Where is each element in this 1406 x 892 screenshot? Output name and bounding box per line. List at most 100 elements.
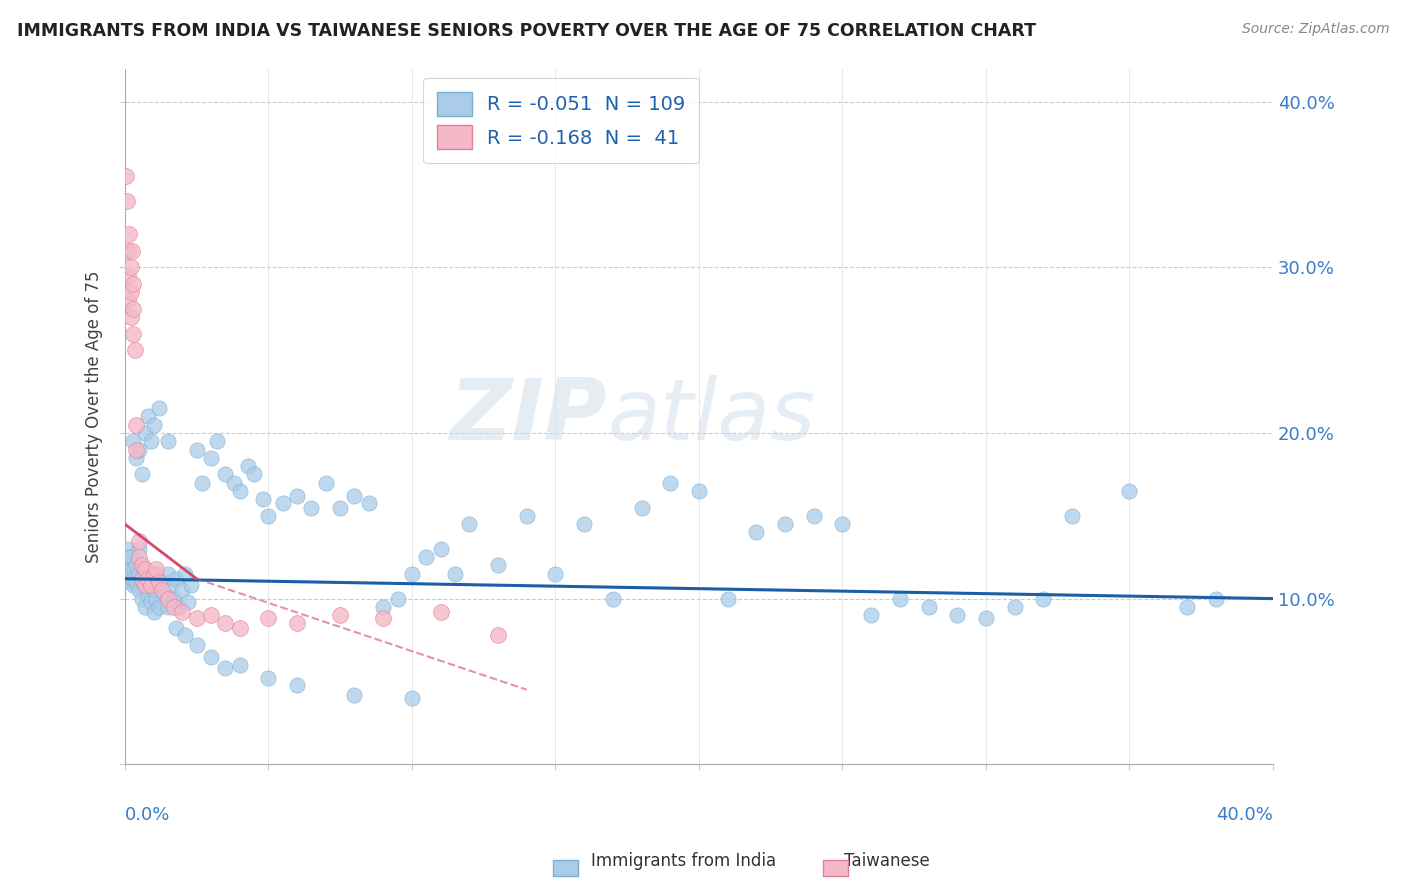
Point xyxy=(659,475,682,490)
Point xyxy=(122,578,145,592)
Point xyxy=(122,572,145,586)
Point xyxy=(145,562,167,576)
Text: Taiwanese: Taiwanese xyxy=(844,852,929,870)
Point xyxy=(118,227,141,242)
Point xyxy=(122,562,145,576)
Point xyxy=(1062,508,1084,523)
Point xyxy=(128,533,150,548)
Point xyxy=(257,611,280,625)
Point xyxy=(122,326,145,341)
Point xyxy=(917,599,939,614)
Point xyxy=(131,591,153,606)
Point xyxy=(228,657,250,672)
Point xyxy=(172,583,194,598)
Point xyxy=(486,628,509,642)
Point xyxy=(860,608,883,623)
Point xyxy=(134,599,156,614)
Text: IMMIGRANTS FROM INDIA VS TAIWANESE SENIORS POVERTY OVER THE AGE OF 75 CORRELATIO: IMMIGRANTS FROM INDIA VS TAIWANESE SENIO… xyxy=(17,22,1036,40)
Point xyxy=(252,492,274,507)
Point xyxy=(205,434,228,449)
Point xyxy=(243,467,266,482)
Point xyxy=(214,467,236,482)
Point xyxy=(128,550,150,565)
Point xyxy=(117,550,139,565)
Point xyxy=(200,608,222,623)
Point xyxy=(1175,599,1198,614)
Legend: R = -0.051  N = 109, R = -0.168  N =  41: R = -0.051 N = 109, R = -0.168 N = 41 xyxy=(423,78,699,162)
Point xyxy=(222,475,245,490)
Point xyxy=(486,558,509,573)
Point xyxy=(122,277,145,291)
Point xyxy=(156,591,179,606)
Point xyxy=(172,605,194,619)
Point xyxy=(125,558,148,573)
Point xyxy=(148,401,170,416)
Point xyxy=(315,475,337,490)
Point xyxy=(688,483,710,498)
Point xyxy=(186,442,208,457)
Point xyxy=(136,409,159,424)
Point xyxy=(122,434,145,449)
Point xyxy=(156,434,179,449)
Point xyxy=(200,450,222,465)
Point xyxy=(156,599,179,614)
Point xyxy=(128,541,150,556)
Point xyxy=(429,541,451,556)
Point xyxy=(128,583,150,598)
Point xyxy=(121,244,143,258)
Point xyxy=(401,566,423,581)
Point xyxy=(139,595,162,609)
Point xyxy=(117,293,139,308)
Point xyxy=(285,616,308,631)
Point xyxy=(139,578,162,592)
Point xyxy=(180,578,202,592)
Point xyxy=(125,450,148,465)
Point xyxy=(128,442,150,457)
Point xyxy=(228,483,250,498)
Point xyxy=(773,517,796,532)
Point xyxy=(136,572,159,586)
Point xyxy=(415,550,437,565)
Point xyxy=(1032,591,1054,606)
Point xyxy=(889,591,911,606)
Point xyxy=(120,260,142,275)
Point xyxy=(177,595,200,609)
Point xyxy=(131,467,153,482)
Point xyxy=(162,591,184,606)
Point xyxy=(162,599,184,614)
Point xyxy=(329,608,352,623)
Point xyxy=(458,517,481,532)
Point xyxy=(200,649,222,664)
Point xyxy=(214,661,236,675)
Point xyxy=(159,578,181,592)
Point xyxy=(150,583,173,598)
Point xyxy=(343,489,366,503)
Point xyxy=(357,495,380,509)
Point xyxy=(257,671,280,685)
Point xyxy=(803,508,825,523)
Point xyxy=(150,575,173,590)
Y-axis label: Seniors Poverty Over the Age of 75: Seniors Poverty Over the Age of 75 xyxy=(86,270,103,563)
Point xyxy=(139,434,162,449)
Point xyxy=(238,459,260,474)
Point xyxy=(401,691,423,706)
Point xyxy=(186,638,208,652)
Point xyxy=(120,566,142,581)
Point xyxy=(125,442,148,457)
Point xyxy=(115,169,138,184)
Point xyxy=(946,608,969,623)
Point xyxy=(572,517,595,532)
Point xyxy=(148,599,170,614)
Point xyxy=(174,628,197,642)
Point xyxy=(136,588,159,602)
Point xyxy=(745,525,768,540)
Point xyxy=(142,583,165,598)
Point xyxy=(125,417,148,432)
Point xyxy=(974,611,997,625)
Point xyxy=(120,285,142,300)
Point xyxy=(131,572,153,586)
Point xyxy=(134,578,156,592)
Point xyxy=(128,566,150,581)
Point xyxy=(153,588,176,602)
Point xyxy=(444,566,467,581)
